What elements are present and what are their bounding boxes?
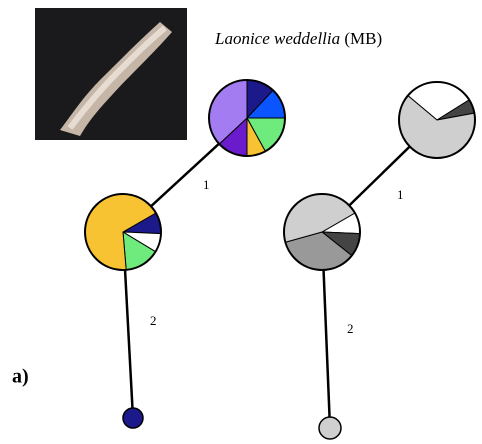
figure: Laonice weddellia (MB) a) 1 2 1 2 <box>0 0 482 444</box>
panel-label: a) <box>12 366 29 388</box>
edge-label: 1 <box>397 187 404 202</box>
pie-slice <box>319 417 341 439</box>
species-name: Laonice weddellia <box>214 29 340 48</box>
photo <box>35 8 187 140</box>
title: Laonice weddellia (MB) <box>214 29 382 48</box>
edge-label: 2 <box>150 313 157 328</box>
title-suffix: (MB) <box>344 29 382 48</box>
edge-label: 1 <box>203 177 210 192</box>
edge-label: 2 <box>347 321 354 336</box>
pie-slice <box>123 408 143 428</box>
